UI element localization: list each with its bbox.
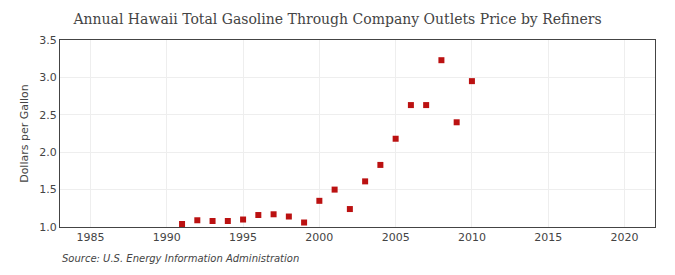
svg-text:Annual Hawaii Total Gasoline T: Annual Hawaii Total Gasoline Through Com… xyxy=(72,11,601,27)
svg-text:3.0: 3.0 xyxy=(39,71,57,84)
svg-text:2015: 2015 xyxy=(534,231,562,244)
svg-text:Dollars per Gallon: Dollars per Gallon xyxy=(18,84,31,183)
svg-text:1985: 1985 xyxy=(77,231,105,244)
svg-text:2.0: 2.0 xyxy=(39,146,57,159)
svg-text:3.5: 3.5 xyxy=(39,34,57,47)
svg-text:2000: 2000 xyxy=(305,231,333,244)
svg-text:2.5: 2.5 xyxy=(39,109,57,122)
svg-text:1.0: 1.0 xyxy=(39,221,57,234)
svg-text:1995: 1995 xyxy=(229,231,257,244)
svg-text:1.5: 1.5 xyxy=(39,183,57,196)
svg-text:1990: 1990 xyxy=(153,231,181,244)
svg-text:2005: 2005 xyxy=(382,231,410,244)
svg-text:2010: 2010 xyxy=(458,231,486,244)
svg-text:Source: U.S. Energy Informatio: Source: U.S. Energy Information Administ… xyxy=(62,253,299,264)
svg-text:2020: 2020 xyxy=(610,231,638,244)
